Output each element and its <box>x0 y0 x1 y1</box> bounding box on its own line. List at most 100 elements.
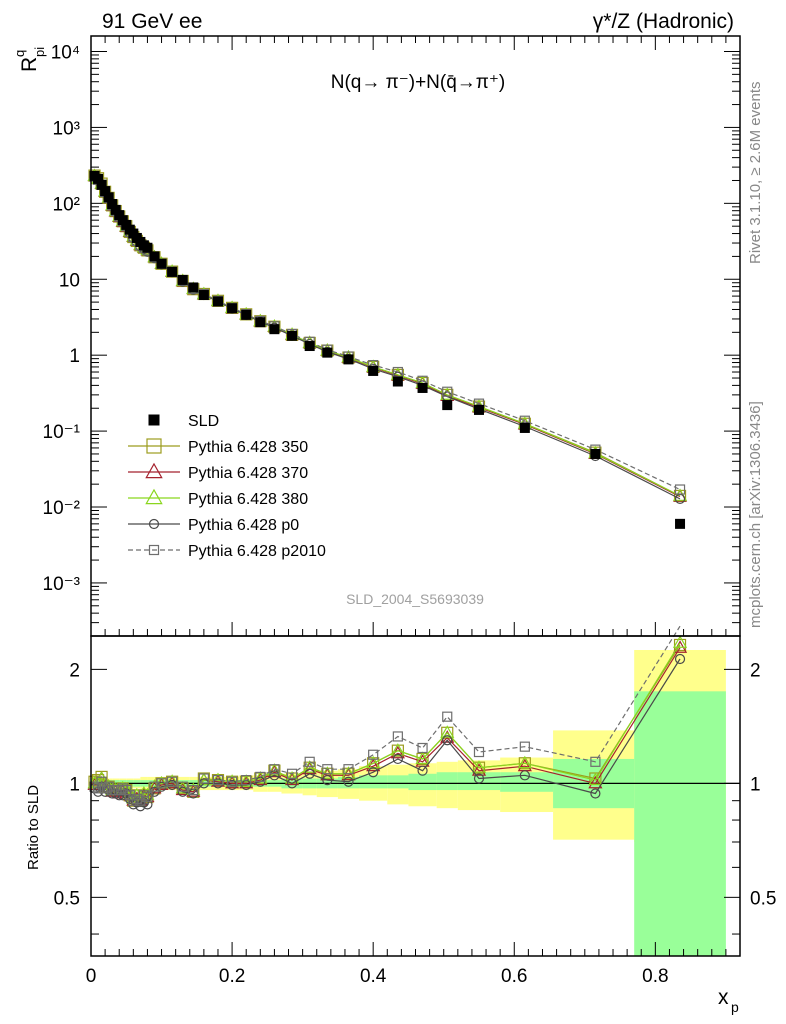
ratio-marker-p2010 <box>138 790 150 801</box>
ratio-marker-p0 <box>322 775 333 786</box>
ratio-ytick-label: 2 <box>69 660 80 681</box>
legend-label-p350: Pythia 6.428 350 <box>188 439 308 456</box>
ratio-ylabel: Ratio to SLD <box>25 785 42 870</box>
series-line-p350 <box>94 175 681 497</box>
ratio-marker-p0 <box>392 753 403 765</box>
ratio-marker-p2010 <box>103 781 114 792</box>
source-label: mcplots.cern.ch [arXiv:1306.3436] <box>747 401 764 628</box>
main-ytick-label: 10⁻² <box>43 498 81 519</box>
xlabel-text: x <box>718 986 729 1009</box>
ratio-marker-p0 <box>519 770 530 781</box>
sld-point <box>103 192 114 203</box>
ratio-marker-p0 <box>417 765 428 776</box>
ratio-ytick-label: 1 <box>69 774 80 795</box>
sld-point <box>198 290 209 301</box>
ratio-ytick-label-right: 0.5 <box>750 888 776 909</box>
ratio-frame <box>90 635 741 957</box>
sld-point <box>255 317 266 328</box>
ratio-marker-p2010 <box>149 781 160 792</box>
ratio-marker-p370 <box>284 772 300 786</box>
main-ytick-label: 1 <box>69 346 80 367</box>
xlabel-sub: p <box>731 999 739 1015</box>
xtick-label: 0.8 <box>642 966 668 987</box>
sld-point <box>156 258 167 269</box>
plot-title: N(q→ π⁻)+N(q̄→π⁺) <box>331 72 506 93</box>
ratio-marker-p2010 <box>286 768 298 779</box>
sld-point <box>590 448 601 459</box>
xlabel: x p <box>718 986 739 1015</box>
sld-point <box>93 173 104 184</box>
ratio-marker-p370 <box>471 763 487 776</box>
ratio-marker-p2010 <box>519 741 530 752</box>
sld-point <box>142 242 153 253</box>
ratio-marker-p0 <box>674 653 686 665</box>
main-ylabel: R pi q <box>12 47 47 72</box>
ratio-ytick-label-right: 2 <box>750 660 761 681</box>
main-ytick-label: 10³ <box>53 118 80 139</box>
sld-point <box>188 282 199 293</box>
legend-marker-p0 <box>148 518 160 530</box>
ratio-marker-p2010 <box>128 795 139 806</box>
ratio-marker-p2010 <box>114 784 125 796</box>
ratio-marker-p2010 <box>92 783 104 794</box>
ratio-marker-p2010 <box>392 731 403 742</box>
ratio-marker-p2010 <box>241 775 252 786</box>
sld-point <box>368 365 379 376</box>
sld-point <box>417 382 428 393</box>
band-inner <box>500 772 554 792</box>
sld-point <box>241 309 252 320</box>
band-inner <box>436 772 458 791</box>
ratio-marker-p0 <box>269 770 280 781</box>
process-label: γ*/Z (Hadronic) <box>593 10 734 33</box>
legend-label-p2010: Pythia 6.428 p2010 <box>188 543 326 560</box>
ratio-ytick-label: 0.5 <box>54 888 80 909</box>
ratio-marker-p0 <box>304 768 315 779</box>
sld-point <box>442 400 453 411</box>
main-ylabel-sub: pi <box>32 47 47 57</box>
ratio-marker-p2010 <box>255 771 266 783</box>
marker-p2010 <box>674 484 686 495</box>
ratio-marker-p380 <box>415 751 430 764</box>
ratio-marker-p2010 <box>131 793 142 804</box>
energy-label: 91 GeV ee <box>102 10 202 33</box>
ratio-marker-p380 <box>175 780 190 794</box>
sld-point <box>110 204 121 215</box>
sld-point <box>227 303 238 314</box>
sld-point <box>269 324 280 335</box>
ratio-marker-p0 <box>442 735 453 746</box>
series-line-p370 <box>94 175 681 498</box>
ratio-marker-p380 <box>320 766 335 779</box>
xtick-label: 0.2 <box>219 966 245 987</box>
ratio-marker-p2010 <box>442 711 453 722</box>
legend-marker-p2010 <box>148 544 160 556</box>
legend-marker-p350 <box>146 438 162 454</box>
ratio-marker-p380 <box>341 766 356 779</box>
ratio-marker-p380 <box>672 635 688 648</box>
band-inner <box>387 775 409 789</box>
series-line-p2010 <box>94 176 681 491</box>
ratio-marker-p380 <box>440 725 455 738</box>
ratio-marker-p2010 <box>117 783 128 794</box>
ratio-marker-p2010 <box>124 790 135 801</box>
main-ytick-label: 10² <box>53 194 80 215</box>
sld-point <box>167 266 178 277</box>
sld-point <box>114 210 125 221</box>
sld-point <box>343 354 354 365</box>
ratio-marker-p2010 <box>198 773 209 784</box>
ratio-marker-p0 <box>114 790 125 801</box>
main-ytick-label: 10⁻³ <box>43 574 81 595</box>
ratio-marker-p350 <box>673 638 687 652</box>
main-ytick-label: 10⁻¹ <box>43 422 81 443</box>
ratio-marker-p380 <box>390 743 405 756</box>
ratio-marker-p370 <box>588 775 603 789</box>
sld-point <box>100 186 111 197</box>
band-inner <box>634 691 726 956</box>
sld-point <box>212 296 223 307</box>
band-inner <box>359 775 388 789</box>
ratio-marker-p0 <box>368 767 379 778</box>
analysis-label: SLD_2004_S5693039 <box>346 591 484 607</box>
ratio-marker-p0 <box>343 776 354 787</box>
ratio-axes: 0 0.2 0.4 0.6 0.8 0.5 0.5 1 1 2 2 <box>54 660 777 987</box>
sld-point <box>473 404 484 415</box>
